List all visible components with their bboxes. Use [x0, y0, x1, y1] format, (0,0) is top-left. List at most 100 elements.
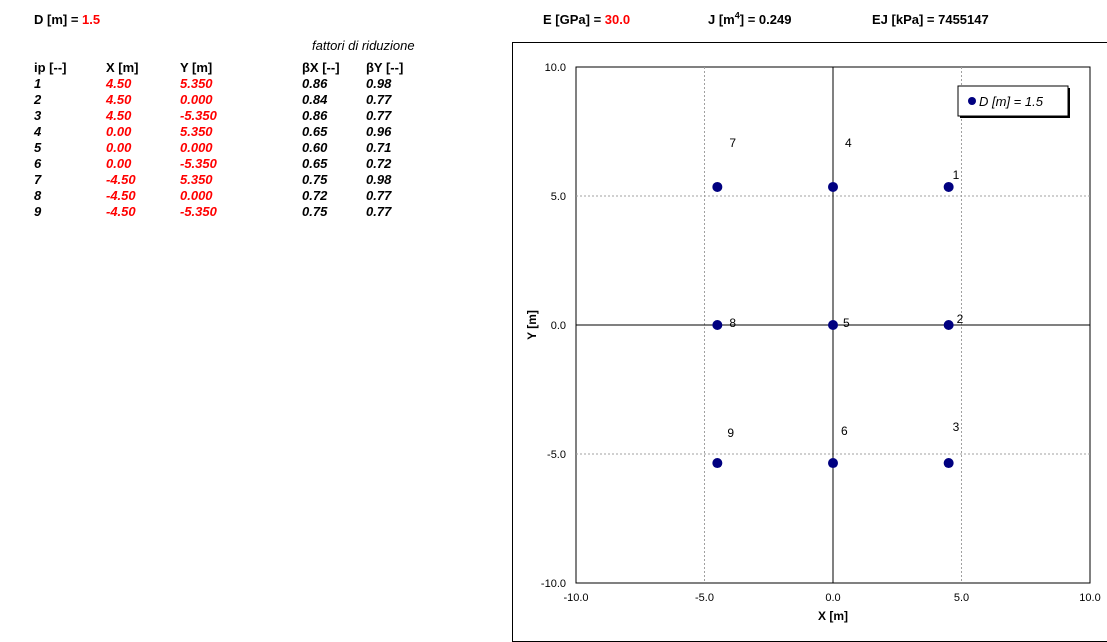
cell-ip: 3	[34, 108, 42, 123]
table-row: 3 4.50 -5.350 0.86 0.77	[34, 108, 426, 124]
data-point	[828, 181, 838, 192]
diameter-label: D [m] = 1.5	[34, 12, 100, 27]
data-point	[828, 458, 838, 469]
data-point	[712, 181, 723, 192]
elastic-modulus-value: 30.0	[604, 12, 631, 27]
point-label: 8	[729, 316, 736, 330]
piles-table: ip [--] X [m] Y [m] βX [--] βY [--] 1 4.5…	[34, 60, 426, 220]
x-tick-label: 5.0	[954, 592, 969, 604]
table-header-row: ip [--] X [m] Y [m] βX [--] βY [--]	[34, 60, 426, 76]
data-point	[943, 320, 954, 330]
cell-beta-y: 0.98	[366, 76, 392, 91]
point-label: 7	[729, 136, 736, 150]
inertia-label-sup: 4	[734, 10, 740, 21]
cell-ip: 2	[34, 92, 42, 107]
data-point	[828, 320, 838, 330]
x-axis-title: X [m]	[818, 609, 848, 623]
cell-x: 0.00	[106, 156, 132, 171]
cell-beta-y: 0.71	[366, 140, 392, 155]
y-tick-label: -10.0	[541, 578, 566, 590]
table-row: 2 4.50 0.000 0.84 0.77	[34, 92, 426, 108]
cell-x: -4.50	[106, 188, 136, 203]
header-beta-x: βX [--]	[302, 60, 340, 75]
inertia-label-pre: J [m	[708, 12, 735, 27]
cell-beta-x: 0.72	[302, 188, 328, 203]
x-tick-label: 0.0	[825, 592, 840, 604]
y-tick-label: 5.0	[551, 191, 566, 203]
cell-ip: 4	[34, 124, 42, 139]
cell-y: -5.350	[180, 204, 217, 219]
cell-x: 0.00	[106, 124, 132, 139]
cell-beta-x: 0.75	[302, 172, 328, 187]
cell-y: -5.350	[180, 108, 217, 123]
cell-ip: 6	[34, 156, 42, 171]
x-tick-label: 10.0	[1079, 592, 1100, 604]
cell-beta-y: 0.96	[366, 124, 392, 139]
cell-x: 0.00	[106, 140, 132, 155]
legend	[957, 85, 1069, 117]
cell-x: -4.50	[106, 172, 136, 187]
table-row: 5 0.00 0.000 0.60 0.71	[34, 140, 426, 156]
cell-beta-x: 0.86	[302, 76, 328, 91]
data-point	[943, 458, 954, 469]
cell-beta-x: 0.65	[302, 124, 328, 139]
elastic-modulus-label-text: E [GPa] =	[543, 12, 605, 27]
table-row: 6 0.00 -5.350 0.65 0.72	[34, 156, 426, 172]
cell-beta-x: 0.84	[302, 92, 328, 107]
y-tick-label: 0.0	[551, 320, 566, 332]
data-point	[712, 320, 723, 330]
point-label: 3	[953, 420, 960, 434]
point-label: 2	[957, 312, 964, 326]
cell-ip: 8	[34, 188, 42, 203]
elastic-modulus-label: E [GPa] = 30.0	[543, 12, 630, 27]
table-row: 4 0.00 5.350 0.65 0.96	[34, 124, 426, 140]
cell-beta-x: 0.60	[302, 140, 328, 155]
inertia-label-post: ] = 0.249	[739, 12, 792, 27]
cell-beta-y: 0.77	[366, 188, 392, 203]
cell-ip: 9	[34, 204, 42, 219]
cell-beta-x: 0.75	[302, 204, 328, 219]
table-row: 8 -4.50 0.000 0.72 0.77	[34, 188, 426, 204]
table-row: 7 -4.50 5.350 0.75 0.98	[34, 172, 426, 188]
cell-x: 4.50	[106, 76, 132, 91]
cell-beta-y: 0.77	[366, 92, 392, 107]
cell-y: 0.000	[180, 188, 213, 203]
cell-beta-y: 0.77	[366, 108, 392, 123]
table-row: 9 -4.50 -5.350 0.75 0.77	[34, 204, 426, 220]
header-ip: ip [--]	[34, 60, 67, 75]
x-tick-label: -5.0	[695, 592, 714, 604]
y-tick-label: 10.0	[545, 62, 566, 74]
y-tick-label: -5.0	[547, 449, 566, 461]
cell-y: 5.350	[180, 76, 213, 91]
x-tick-label: -10.0	[563, 592, 588, 604]
cell-y: -5.350	[180, 156, 217, 171]
diameter-label-text: D [m] =	[34, 12, 83, 27]
cell-y: 0.000	[180, 140, 213, 155]
header-y: Y [m]	[180, 60, 213, 75]
legend-label: D [m] = 1.5	[979, 94, 1044, 109]
point-label: 5	[843, 316, 850, 330]
data-point	[943, 181, 954, 192]
cell-y: 5.350	[180, 124, 213, 139]
diameter-value: 1.5	[82, 12, 101, 27]
cell-x: -4.50	[106, 204, 136, 219]
cell-y: 5.350	[180, 172, 213, 187]
header-x: X [m]	[106, 60, 139, 75]
reduction-factors-title: fattori di riduzione	[312, 38, 415, 53]
cell-beta-y: 0.72	[366, 156, 392, 171]
cell-x: 4.50	[106, 108, 132, 123]
legend-marker	[968, 97, 976, 105]
cell-y: 0.000	[180, 92, 213, 107]
cell-ip: 1	[34, 76, 42, 91]
table-row: 1 4.50 5.350 0.86 0.98	[34, 76, 426, 92]
point-label: 9	[727, 426, 734, 440]
point-label: 1	[953, 168, 960, 182]
header-beta-y: βY [--]	[366, 60, 404, 75]
point-label: 4	[845, 136, 852, 150]
cell-beta-x: 0.65	[302, 156, 328, 171]
cell-beta-x: 0.86	[302, 108, 328, 123]
stiffness-label: EJ [kPa] = 7455147	[872, 12, 989, 27]
inertia-label: J [m4] = 0.249	[708, 10, 792, 27]
cell-ip: 5	[34, 140, 42, 155]
